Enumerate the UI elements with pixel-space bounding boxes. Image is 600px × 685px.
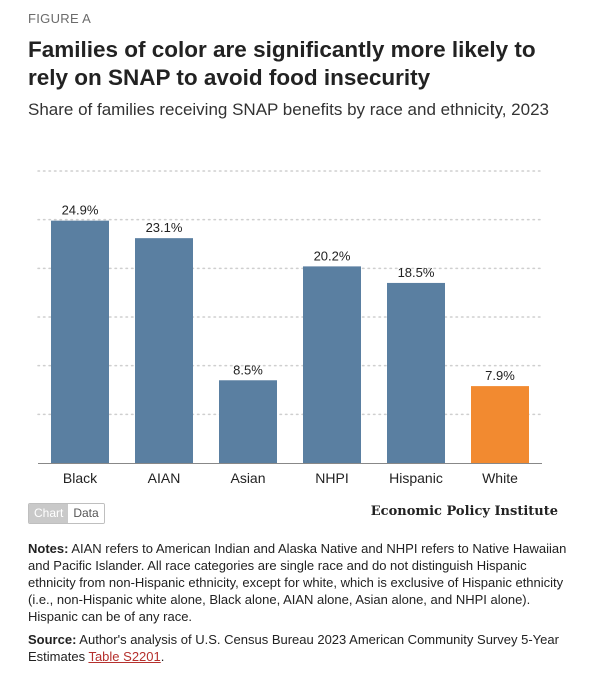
data-label-aian: 23.1% [146,220,183,235]
notes-label: Notes: [28,541,69,556]
bar-chart: 24.9% Black 23.1% AIAN 8.5% Asian 20.2% NHPI 18.… [37,170,543,486]
data-label-nhpi: 20.2% [314,248,351,263]
x-tick-label-asian: Asian [230,470,265,486]
x-tick-label-nhpi: NHPI [315,470,348,486]
chart-subtitle: Share of families receiving SNAP benefit… [28,100,549,119]
source-end: . [160,649,165,664]
source-link[interactable]: Table S2201 [88,649,161,664]
data-label-asian: 8.5% [233,362,263,377]
source-label: Source: [28,632,77,647]
bar-nhpi [303,266,361,463]
bar-black [51,220,109,463]
source: Source: Author's analysis of U.S. Census… [28,631,568,665]
chart-data-toggle: Chart Data [28,503,105,524]
data-label-hispanic: 18.5% [398,265,435,280]
x-tick-label-black: Black [63,470,98,486]
data-label-white: 7.9% [485,368,515,383]
bar-hispanic [387,282,445,463]
figure-label: FIGURE A [28,11,92,26]
source-text: Author's analysis of U.S. Census Bureau … [28,632,559,664]
data-label-black: 24.9% [62,203,99,218]
notes-text: AIAN refers to American Indian and Alask… [28,541,567,624]
bar-asian [219,380,277,463]
bar-aian [135,238,193,463]
chart-tab[interactable]: Chart [29,504,69,523]
data-tab[interactable]: Data [68,504,104,523]
bar-white [471,386,529,463]
chart-title: Families of color are significantly more… [28,37,536,90]
x-tick-label-white: White [482,470,518,486]
brand-logo-text: Economic Policy Institute [370,504,558,519]
x-tick-label-aian: AIAN [148,470,181,486]
x-tick-label-hispanic: Hispanic [389,470,443,486]
notes: Notes: AIAN refers to American Indian an… [28,540,568,625]
